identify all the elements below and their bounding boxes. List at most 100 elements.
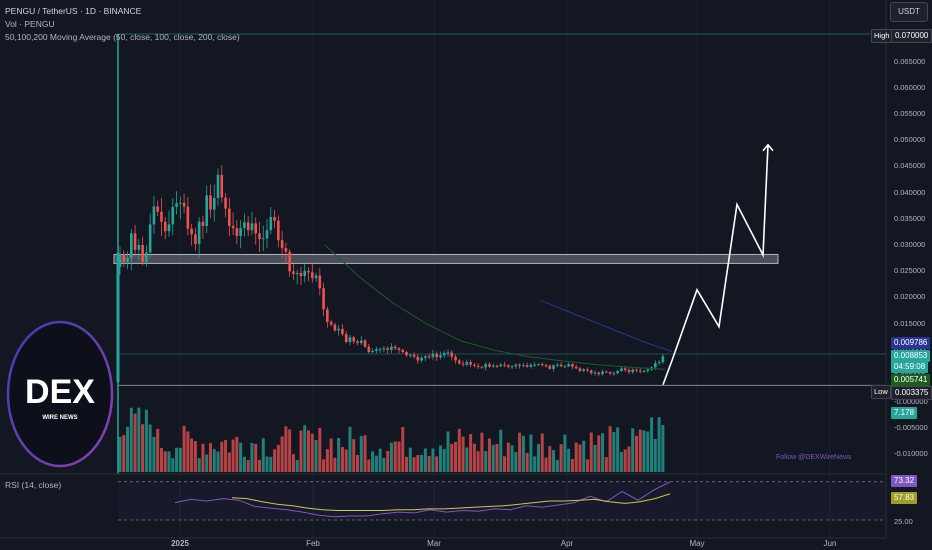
x-tick-label: May (689, 539, 704, 548)
volume-bar (604, 457, 608, 472)
volume-bar (152, 436, 156, 472)
candle-body (499, 364, 503, 367)
y-tick-label: 0.040000 (894, 188, 925, 197)
volume-bar (363, 435, 367, 472)
candle-body (205, 195, 209, 226)
y-tick-label: 0.060000 (894, 83, 925, 92)
candle-body (439, 355, 442, 358)
candle-body (156, 206, 159, 212)
candle-body (450, 352, 454, 357)
currency-button[interactable]: USDT (890, 2, 928, 22)
volume-bar (661, 424, 665, 472)
volume-bar (601, 433, 605, 472)
volume-bar (126, 426, 130, 472)
moving-average-label: 50,100,200 Moving Average (50, close, 10… (5, 32, 240, 42)
volume-bar (307, 430, 310, 472)
y-tick-label: 0.045000 (894, 161, 925, 170)
candle-body (333, 324, 337, 331)
x-tick-label: Jun (824, 539, 837, 548)
candle-body (657, 362, 661, 364)
volume-bar (239, 442, 243, 472)
volume-bar (322, 459, 326, 472)
candle-body (631, 369, 635, 373)
countdown-tag: 04:59:08 (891, 361, 929, 373)
volume-bar (650, 417, 654, 472)
volume-bar (314, 440, 318, 472)
volume-bar (178, 447, 182, 472)
volume-bar (299, 430, 303, 472)
logo-tagline: WIRE NEWS (42, 415, 77, 421)
volume-bar (570, 458, 574, 472)
volume-bar (631, 428, 635, 472)
volume-bar (484, 451, 488, 472)
candle-body (525, 365, 529, 367)
volume-bar (291, 454, 295, 472)
volume-bar (420, 454, 424, 472)
volume-bar (329, 438, 333, 472)
candle-body (133, 233, 137, 250)
volume-bar (487, 438, 491, 472)
follow-text: Follow @DEXWireNews (776, 454, 852, 461)
volume-bar (261, 438, 265, 472)
volume-bar (623, 449, 627, 472)
candle-body (582, 369, 586, 372)
volume-bar (280, 436, 284, 472)
volume-bar (337, 437, 341, 472)
x-tick-label: Mar (427, 539, 441, 548)
candle-body (427, 356, 431, 358)
volume-bar (646, 431, 650, 472)
y-tick-label: 0.010000 (894, 345, 925, 354)
candle-body (277, 220, 280, 241)
volume-bar (129, 407, 133, 472)
low-marker: Low (871, 385, 891, 399)
volume-bar (552, 450, 556, 472)
candle-body (484, 364, 487, 368)
candle-body (209, 195, 212, 210)
candle-body (556, 364, 559, 366)
volume-bar (401, 426, 405, 472)
volume-bar (397, 441, 401, 472)
candle-body (295, 272, 299, 274)
candle-body (623, 368, 627, 370)
volume-bar (382, 458, 386, 472)
volume-bar (167, 451, 171, 472)
volume-bar (220, 441, 224, 472)
volume-bar (340, 447, 344, 472)
volume-bar (273, 449, 277, 472)
candle-body (254, 223, 258, 234)
candle-body (171, 206, 175, 225)
volume-bar (257, 459, 261, 472)
volume-bar (141, 424, 145, 472)
y-tick-label: -0.005000 (894, 423, 928, 432)
candle-body (182, 202, 186, 207)
candle-body (442, 353, 446, 356)
volume-bar (597, 435, 601, 472)
candle-body (397, 348, 401, 350)
volume-bar (536, 444, 540, 472)
candle-body (378, 348, 382, 350)
volume-bar (235, 436, 239, 472)
rsi-value-tag: 73.32 (891, 475, 918, 487)
y-tick-label: -0.000000 (894, 397, 928, 406)
ma-price-tag: 0.009786 (891, 337, 931, 349)
candle-body (186, 206, 190, 229)
volume-bar (431, 448, 435, 472)
candle-body (326, 309, 329, 322)
volume-bar (242, 456, 246, 472)
candle-body (261, 238, 265, 240)
candle-body (518, 364, 521, 366)
volume-bar (224, 440, 228, 472)
volume-bar (254, 443, 258, 472)
volume-bar (231, 439, 235, 472)
moving-averages (324, 244, 673, 370)
listing-candle (116, 252, 120, 383)
candle-body (495, 365, 499, 367)
candle-body (352, 337, 356, 342)
volume-bar (506, 442, 510, 472)
candle-body (533, 364, 536, 366)
candle-body (597, 372, 601, 375)
candle-body (359, 340, 363, 344)
volume-bar (144, 409, 148, 472)
